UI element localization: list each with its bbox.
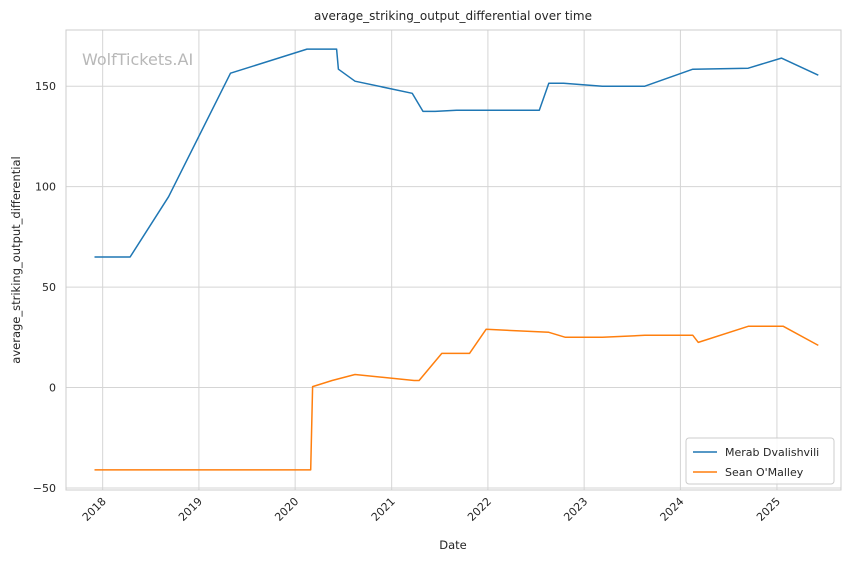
y-axis-label: average_striking_output_differential <box>9 156 23 363</box>
legend-label-merab: Merab Dvalishvili <box>725 446 819 459</box>
x-axis-label: Date <box>439 538 467 552</box>
legend-box <box>685 437 835 485</box>
y-tick-label: 50 <box>42 281 56 294</box>
plot-frame <box>65 29 842 491</box>
y-tick-label: 0 <box>49 382 56 395</box>
watermark: WolfTickets.AI <box>82 50 193 69</box>
y-tick-labels: −50 0 50 100 150 <box>33 80 56 495</box>
series-line-merab <box>94 48 819 258</box>
y-tick-label: 150 <box>35 80 56 93</box>
legend-label-omalley: Sean O'Malley <box>725 466 804 479</box>
grid <box>66 30 841 490</box>
y-tick-label: 100 <box>35 181 56 194</box>
series-lines <box>94 48 819 471</box>
chart-title: average_striking_output_differential ove… <box>314 9 592 23</box>
y-tick-label: −50 <box>33 482 56 495</box>
series-line-omalley <box>94 325 819 471</box>
legend: Merab Dvalishvili Sean O'Malley <box>685 437 835 485</box>
